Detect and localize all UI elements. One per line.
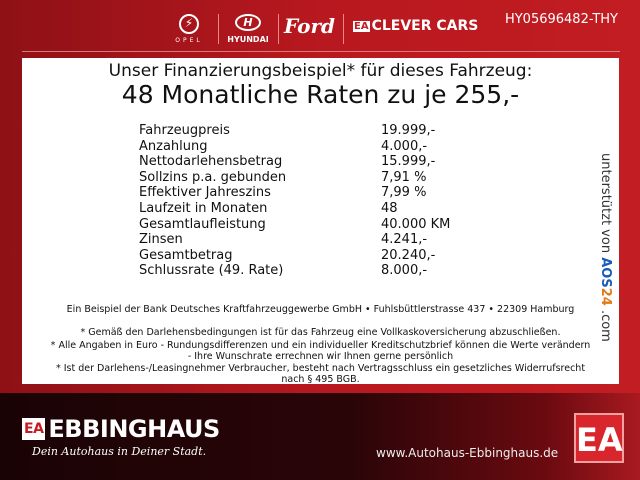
headline: Unser Finanzierungsbeispiel* für dieses …	[108, 61, 533, 81]
divider	[343, 14, 344, 44]
row-label: Zinsen	[139, 232, 183, 248]
divider	[22, 51, 620, 52]
row-value: 40.000 KM	[381, 216, 451, 232]
row-value: 4.241,-	[381, 232, 428, 248]
divider	[278, 14, 279, 44]
header: ⚡ OPEL H HYUNDAI Ford EA CLEVER CARS HY0…	[0, 0, 640, 58]
row-value: 20.240,-	[381, 247, 436, 263]
rate-headline: 48 Monatliche Raten zu je 255,-	[121, 80, 520, 109]
bank-info: Ein Beispiel der Bank Deutsches Kraftfah…	[66, 304, 575, 315]
row-value: 15.999,-	[381, 154, 436, 170]
row-label: Schlussrate (49. Rate)	[139, 263, 284, 279]
footnote: nach § 495 BGB.	[281, 374, 360, 385]
footnote: * Gemäß den Darlehensbedingungen ist für…	[80, 327, 561, 338]
table-row: Fahrzeugpreis 19.999,-	[139, 123, 450, 139]
footer: EA EBBINGHAUS Dein Autohaus in Deiner Sta…	[0, 393, 640, 480]
row-value: 19.999,-	[381, 123, 436, 138]
table-row: Gesamtlaufleistung 40.000 KM	[139, 217, 450, 233]
row-value: 8.000,-	[381, 263, 428, 279]
table-row: Zinsen 4.241,-	[139, 232, 450, 248]
opel-icon: ⚡	[179, 14, 199, 34]
row-label: Nettodarlehensbetrag	[139, 154, 283, 170]
row-value: 7,99 %	[381, 185, 427, 201]
aos24-logo: AOS24	[598, 257, 613, 306]
ford-logo: Ford	[284, 14, 335, 38]
footnote: * Ist der Darlehens-/Leasingnehmer Verbr…	[55, 363, 586, 374]
footnote: * Alle Angaben in Euro - Rundungsdiffere…	[50, 340, 591, 351]
table-row: Schlussrate (49. Rate) 8.000,-	[139, 263, 450, 279]
row-label: Anzahlung	[139, 138, 208, 154]
supported-by: unterstützt von AOS24 .com	[598, 153, 613, 342]
divider	[218, 14, 219, 44]
opel-logo: ⚡ OPEL	[175, 14, 203, 44]
table-row: Nettodarlehensbetrag 15.999,-	[139, 154, 450, 170]
website-link[interactable]: www.Autohaus-Ebbinghaus.de	[376, 446, 559, 460]
slogan: Dein Autohaus in Deiner Stadt.	[32, 445, 207, 458]
ea-icon: EA	[353, 20, 370, 32]
footnote: - Ihre Wunschrate errechnen wir Ihnen ge…	[187, 351, 454, 362]
row-label: Laufzeit in Monaten	[139, 200, 268, 216]
row-value: 48	[381, 200, 398, 216]
ea-large-logo: EA	[574, 413, 624, 463]
reference-number: HY05696482-THY	[504, 12, 618, 27]
clever-cars-logo: EA CLEVER CARS	[353, 18, 479, 34]
table-row: Laufzeit in Monaten 48	[139, 201, 450, 217]
hyundai-logo: H HYUNDAI	[227, 14, 269, 44]
ea-icon: EA	[22, 418, 46, 440]
row-label: Sollzins p.a. gebunden	[139, 169, 287, 185]
table-row: Gesamtbetrag 20.240,-	[139, 248, 450, 264]
row-label: Gesamtlaufleistung	[139, 216, 266, 232]
row-label: Effektiver Jahreszins	[139, 185, 271, 201]
table-row: Effektiver Jahreszins 7,99 %	[139, 185, 450, 201]
table-row: Anzahlung 4.000,-	[139, 139, 450, 155]
ebbinghaus-logo: EA EBBINGHAUS	[22, 415, 220, 443]
financing-panel: Unser Finanzierungsbeispiel* für dieses …	[22, 58, 619, 385]
financing-table: Fahrzeugpreis 19.999,- Anzahlung 4.000,- Net…	[139, 123, 450, 279]
row-label: Gesamtbetrag	[139, 247, 233, 263]
row-value: 4.000,-	[381, 138, 428, 154]
row-value: 7,91 %	[381, 169, 427, 185]
row-label: Fahrzeugpreis	[139, 123, 230, 138]
hyundai-icon: H	[235, 14, 261, 31]
table-row: Sollzins p.a. gebunden 7,91 %	[139, 170, 450, 186]
